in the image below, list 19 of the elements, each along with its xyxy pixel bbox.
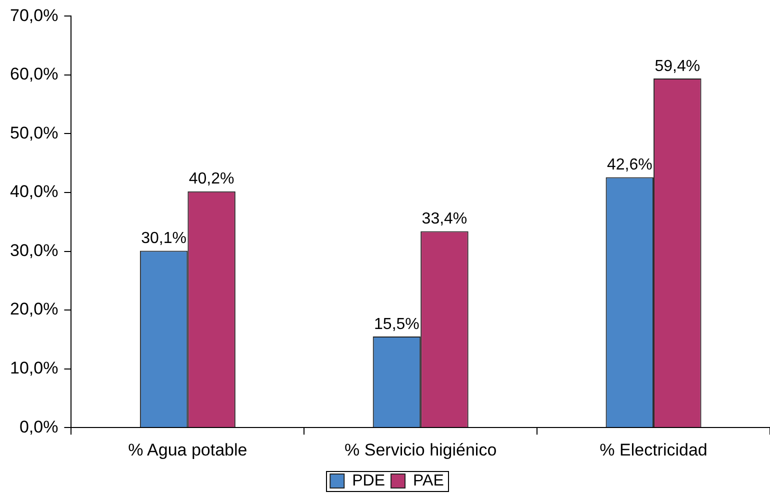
y-tick-label: 10,0% (10, 358, 58, 378)
y-tick-label: 50,0% (10, 123, 58, 142)
y-tick-label: 40,0% (10, 182, 58, 202)
y-tick-label: 30,0% (10, 240, 58, 260)
data-label: 42,6% (606, 156, 652, 174)
y-tick-label: 60,0% (10, 64, 58, 84)
data-label: 30,1% (141, 230, 186, 248)
x-tick-label: % Agua potable (128, 440, 248, 460)
legend-label: PDE (352, 472, 386, 490)
x-tick-label: % Electricidad (600, 440, 708, 460)
data-label: 59,4% (654, 58, 700, 75)
y-tick-label: 20,0% (10, 300, 58, 319)
data-label: 33,4% (422, 210, 468, 228)
y-tick-label: 70,0% (10, 6, 58, 25)
y-tick-label: 0,0% (19, 417, 58, 436)
legend-label: PAE (413, 472, 444, 490)
data-label: 40,2% (188, 170, 234, 188)
x-tick-label: % Servicio higiénico (344, 440, 497, 460)
data-label: 15,5% (374, 316, 420, 333)
